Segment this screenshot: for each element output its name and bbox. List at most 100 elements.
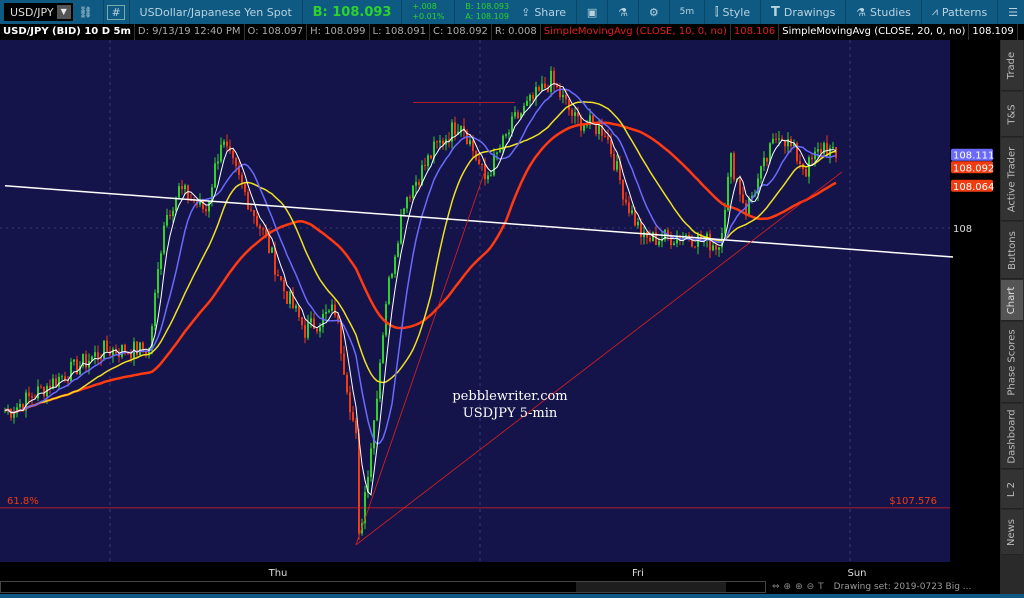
candle-body: [253, 210, 255, 217]
candle-body: [283, 279, 285, 292]
candle-body: [694, 246, 696, 248]
candle-body: [619, 161, 621, 181]
menu-icon[interactable]: ☰: [1008, 5, 1018, 19]
sidebar-tab-active-trader[interactable]: Active Trader: [1001, 138, 1023, 221]
candle-body: [757, 178, 759, 194]
sidebar-tab-news[interactable]: News: [1001, 510, 1023, 555]
candle-body: [577, 112, 579, 117]
link-icon[interactable]: ⛓: [78, 5, 93, 19]
candle-body: [307, 322, 309, 338]
candle-body: [589, 115, 591, 125]
bar-high: H: 108.099: [307, 24, 370, 40]
alert-icon[interactable]: ▣: [586, 5, 598, 19]
candle-body: [169, 214, 171, 217]
candle-body: [805, 169, 807, 177]
candle-body: [418, 181, 420, 185]
candle-body: [403, 208, 405, 215]
flask-icon[interactable]: ⚗: [618, 5, 629, 19]
candle-body: [478, 159, 480, 165]
candle-body: [787, 139, 789, 147]
candle-body: [121, 344, 123, 357]
candle-body: [712, 245, 714, 251]
sidebar-tab-label: News: [1006, 518, 1018, 546]
candle-body: [289, 291, 291, 304]
candle-body: [52, 378, 54, 390]
sidebar-tab-label: Trade: [1006, 51, 1018, 79]
candle-body: [85, 354, 87, 368]
sidebar-tab-buttons[interactable]: Buttons: [1001, 222, 1023, 279]
trendline-drawing: [355, 170, 486, 545]
sidebar-tab-trade[interactable]: Trade: [1001, 40, 1023, 91]
candle-body: [373, 420, 375, 449]
scroll-thumb[interactable]: [576, 582, 726, 592]
candle-body: [706, 233, 708, 240]
candle-body: [136, 341, 138, 356]
candle-body: [376, 398, 378, 421]
symbol-selector[interactable]: USD/JPY ▼: [4, 3, 73, 21]
candle-body: [349, 392, 351, 413]
candle-body: [547, 87, 549, 92]
candle-body: [592, 115, 594, 123]
candle-body: [259, 225, 261, 229]
candle-body: [388, 277, 390, 304]
candle-body: [337, 315, 339, 322]
chevron-down-icon[interactable]: ▼: [56, 5, 71, 19]
bar-low: L: 108.091: [370, 24, 431, 40]
watermark-line1: pebblewriter.com: [452, 389, 567, 404]
candle-body: [799, 161, 801, 165]
candle-body: [832, 147, 834, 149]
sidebar-tab-t-s[interactable]: T&S: [1001, 92, 1023, 137]
sidebar-tab-chart[interactable]: Chart: [1001, 280, 1023, 321]
candle-body: [730, 153, 732, 177]
candle-body: [166, 214, 168, 226]
sma-blue-line: [4, 88, 837, 445]
hash-button[interactable]: #: [107, 4, 125, 20]
change-block: +.008 +0.01%: [406, 2, 450, 22]
share-button[interactable]: ⇪ Share: [515, 6, 572, 19]
style-button[interactable]: ⫿ Style: [709, 5, 756, 19]
patterns-button[interactable]: ⩘ Patterns: [926, 5, 994, 19]
candle-body: [514, 112, 516, 117]
drawing-set-label[interactable]: Drawing set: 2019-0723 Big ...: [833, 582, 972, 592]
gear-icon[interactable]: ⚙: [648, 5, 659, 19]
sidebar-tab-label: Buttons: [1006, 230, 1018, 270]
candle-body: [520, 113, 522, 119]
candle-body: [442, 140, 444, 145]
sidebar-tab-phase-scores[interactable]: Phase Scores: [1001, 322, 1023, 403]
candle-body: [151, 326, 153, 349]
bar-date: D: 9/13/19 12:40 PM: [135, 24, 245, 40]
toolbar: USD/JPY ▼ ⛓ # USDollar/Japanese Yen Spot …: [0, 0, 1024, 24]
bid-price: B: 108.093: [312, 4, 392, 20]
candle-body: [49, 385, 51, 390]
candle-body: [550, 70, 552, 92]
drawings-button[interactable]: T Drawings: [765, 5, 841, 20]
chart-info-bar: USD/JPY (BID) 10 D 5m D: 9/13/19 12:40 P…: [0, 24, 1018, 40]
candle-body: [598, 124, 600, 135]
candle-body: [256, 216, 258, 226]
net-change: +.008: [412, 2, 437, 11]
candle-body: [328, 310, 330, 313]
candle-body: [457, 131, 459, 135]
candle-body: [421, 165, 423, 185]
timeframe-button[interactable]: 5m: [679, 7, 695, 17]
candle-body: [175, 197, 177, 211]
zoom-tools-icons[interactable]: ⇔⊕⊕⊖T: [772, 582, 828, 592]
candle-body: [811, 157, 813, 160]
candle-body: [562, 94, 564, 98]
candle-body: [727, 176, 729, 210]
horizontal-scrollbar[interactable]: [0, 581, 766, 593]
candle-body: [487, 175, 489, 180]
sidebar-tab-dashboard[interactable]: Dashboard: [1001, 404, 1023, 469]
studies-button[interactable]: ⚗ Studies: [850, 6, 917, 19]
candle-body: [625, 199, 627, 203]
candle-body: [724, 209, 726, 234]
candle-body: [796, 143, 798, 162]
candle-body: [607, 136, 609, 140]
candle-body: [13, 413, 15, 418]
price-chart[interactable]: pebblewriter.com USDJPY 5-min 61.8% $107…: [0, 40, 1000, 580]
candle-body: [346, 374, 348, 393]
sidebar-tab-l-2[interactable]: L 2: [1001, 470, 1023, 509]
sma10-label: SimpleMovingAvg (CLOSE, 10, 0, no): [541, 24, 731, 40]
sidebar-tab-label: Active Trader: [1006, 146, 1018, 212]
candle-body: [97, 352, 99, 359]
